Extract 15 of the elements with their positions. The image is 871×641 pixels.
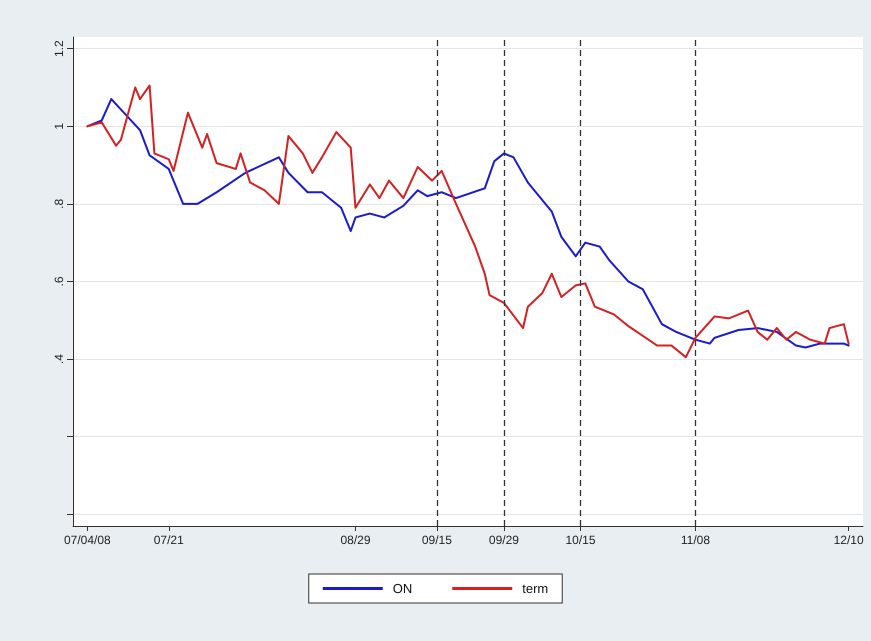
y-tick-label: .8 (52, 198, 66, 209)
y-tick-label: 1.2 (52, 40, 66, 57)
legend-label: term (522, 581, 548, 596)
x-tick-label: 10/15 (566, 533, 596, 547)
y-tick-label: .4 (52, 354, 66, 364)
x-tick-label: 09/29 (488, 533, 520, 547)
x-tick-label: 09/15 (422, 533, 452, 547)
x-tick-label: 07/04/08 (64, 533, 112, 547)
y-tick-label: .6 (52, 276, 66, 287)
x-tick-label: 11/08 (680, 533, 710, 547)
x-tick-label: 07/21 (154, 533, 184, 547)
legend-label: ON (392, 581, 412, 596)
x-tick-label: 12/10 (834, 533, 864, 547)
y-tick-label: 1 (52, 122, 66, 130)
x-tick-label: 08/29 (340, 533, 371, 547)
